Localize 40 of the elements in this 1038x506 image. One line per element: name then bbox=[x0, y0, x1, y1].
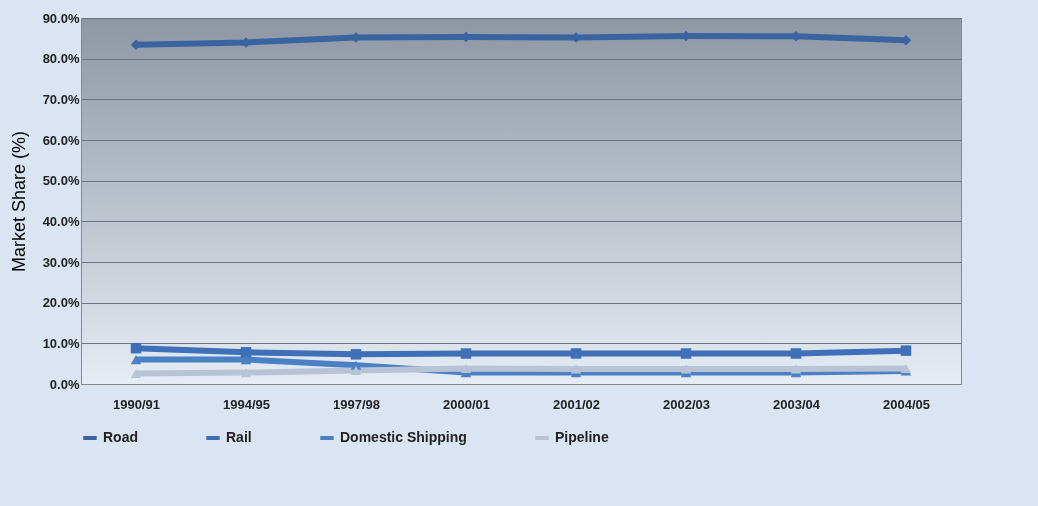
point bbox=[130, 355, 142, 365]
y-tick-label: 50.0% bbox=[42, 173, 80, 189]
x-tick-label: 1997/98 bbox=[333, 396, 380, 412]
legend-label: Domestic Shipping bbox=[340, 429, 467, 445]
point bbox=[240, 347, 252, 358]
point bbox=[460, 348, 472, 359]
point bbox=[240, 368, 252, 378]
x-tick-label: 2001/02 bbox=[553, 396, 600, 412]
y-tick-label: 10.0% bbox=[42, 335, 80, 351]
legend-label: Rail bbox=[226, 429, 252, 445]
point bbox=[350, 366, 362, 376]
x-tick-label: 2004/05 bbox=[883, 396, 930, 412]
point bbox=[570, 348, 582, 359]
y-tick-label: 60.0% bbox=[42, 132, 80, 148]
point bbox=[130, 368, 142, 378]
x-tick-label: 2000/01 bbox=[443, 396, 490, 412]
point bbox=[240, 355, 252, 365]
point bbox=[460, 364, 472, 374]
point bbox=[790, 348, 802, 359]
y-tick-label: 90.0% bbox=[42, 10, 80, 26]
y-tick-label: 0.0% bbox=[49, 376, 80, 392]
y-tick-label: 70.0% bbox=[42, 91, 80, 107]
point bbox=[570, 364, 582, 374]
x-tick-label: 2002/03 bbox=[663, 396, 710, 412]
point bbox=[350, 349, 362, 360]
y-tick-label: 20.0% bbox=[42, 295, 80, 311]
y-tick-label: 30.0% bbox=[42, 254, 80, 270]
point bbox=[790, 364, 802, 374]
x-tick-label: 2003/04 bbox=[773, 396, 821, 412]
y-tick-label: 80.0% bbox=[42, 51, 80, 67]
y-tick-label: 40.0% bbox=[42, 213, 80, 229]
x-tick-label: 1994/95 bbox=[223, 396, 270, 412]
point bbox=[900, 345, 912, 356]
x-tick-label: 1990/91 bbox=[113, 396, 160, 412]
legend-label: Road bbox=[103, 429, 138, 445]
point bbox=[680, 364, 692, 374]
point bbox=[130, 342, 142, 354]
y-axis-title: Market Share (%) bbox=[8, 130, 29, 273]
legend-label: Pipeline bbox=[555, 429, 609, 445]
point bbox=[680, 348, 692, 359]
